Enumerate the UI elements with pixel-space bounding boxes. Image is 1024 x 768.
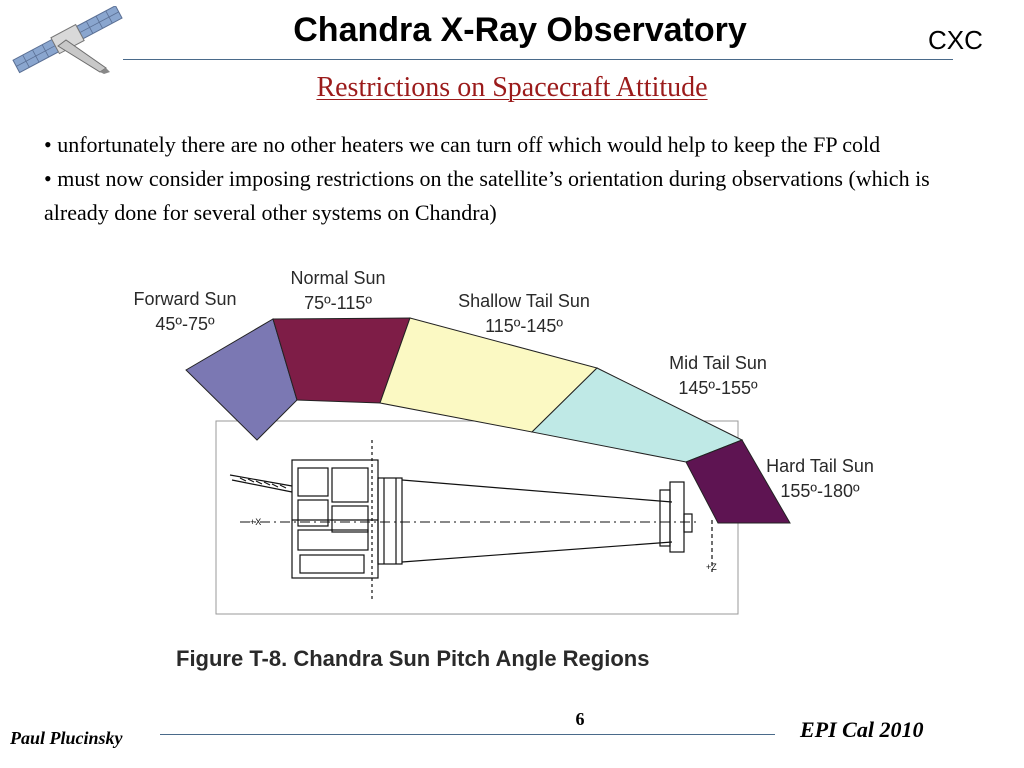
region-label-shallow-tail-sun: Shallow Tail Sun — [458, 291, 590, 311]
bullet-marker: • — [44, 132, 52, 157]
region-hard-tail-sun — [685, 439, 791, 524]
header-divider — [123, 59, 953, 60]
region-label-normal-sun: Normal Sun — [290, 268, 385, 288]
bullet-item: • must now consider imposing restriction… — [44, 162, 944, 230]
header-org: CXC — [928, 25, 983, 55]
bullet-text: must now consider imposing restrictions … — [44, 166, 930, 225]
region-range-normal-sun: 75º-115º — [304, 293, 372, 313]
region-label-mid-tail-sun: Mid Tail Sun — [669, 353, 767, 373]
region-range-shallow-tail-sun: 115º-145º — [485, 316, 563, 336]
slide-subtitle-text: Restrictions on Spacecraft Attitude — [316, 72, 708, 103]
chandra-satellite-icon — [8, 5, 128, 74]
bullet-list: • unfortunately there are no other heate… — [44, 128, 944, 230]
region-range-forward-sun: 45º-75º — [155, 314, 215, 334]
region-range-hard-tail-sun: 155º-180º — [780, 481, 860, 501]
header-title: Chandra X-Ray Observatory — [293, 11, 747, 49]
page-number: 6 — [575, 709, 585, 729]
footer-author: Paul Plucinsky — [10, 728, 123, 748]
footer-event: EPI Cal 2010 — [800, 717, 924, 742]
spacecraft-drawing: +Z +X — [229, 440, 717, 600]
axis-marker-x: +X — [250, 517, 261, 527]
region-label-forward-sun: Forward Sun — [133, 289, 236, 309]
bullet-marker: • — [44, 166, 52, 191]
axis-marker-z: +Z — [706, 562, 717, 572]
bullet-text: unfortunately there are no other heaters… — [57, 132, 881, 157]
bullet-item: • unfortunately there are no other heate… — [44, 128, 944, 162]
figure-caption: Figure T-8. Chandra Sun Pitch Angle Regi… — [176, 646, 650, 671]
footer-divider — [160, 734, 775, 735]
region-label-hard-tail-sun: Hard Tail Sun — [766, 456, 874, 476]
slide-subtitle: Restrictions on Spacecraft Attitude — [0, 70, 1024, 106]
region-range-mid-tail-sun: 145º-155º — [678, 378, 758, 398]
